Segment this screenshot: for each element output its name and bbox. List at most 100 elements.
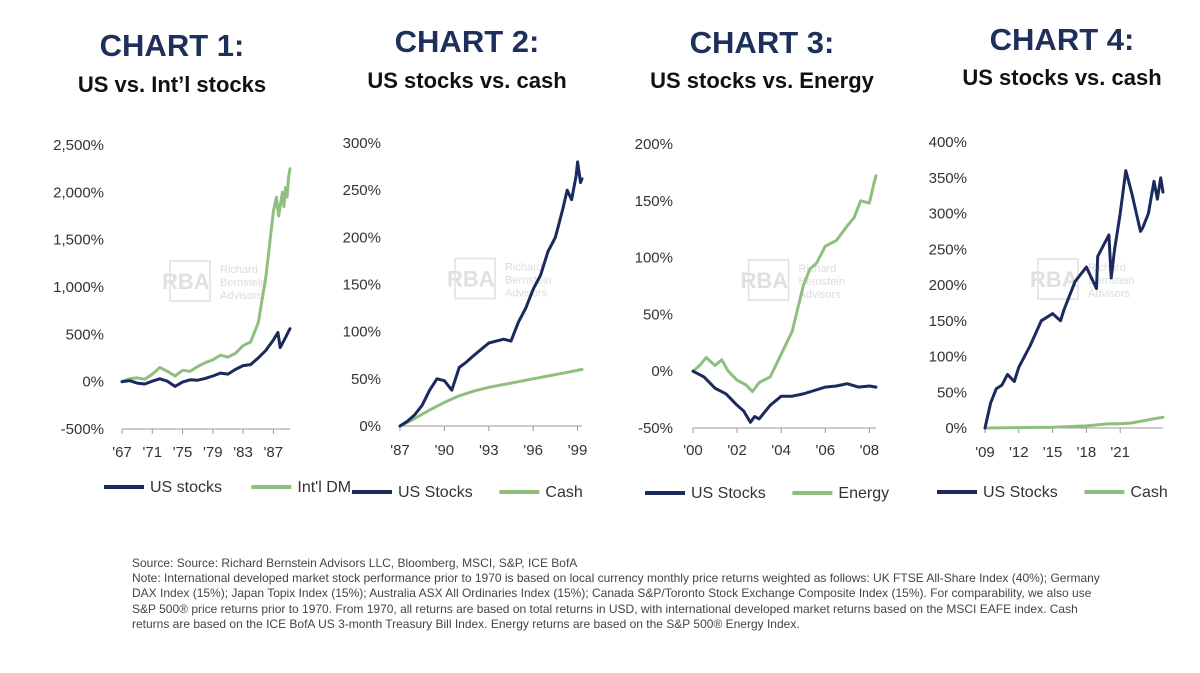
watermark-line: Bernstein xyxy=(1088,275,1134,287)
x-tick-label: '08 xyxy=(860,442,880,459)
x-tick-label: '87 xyxy=(264,444,284,461)
chart-2: CHART 2: US stocks vs. cash RBA RichardBern… xyxy=(343,24,588,501)
watermark-line: Advisors xyxy=(220,290,263,302)
legend-label: Cash xyxy=(545,484,582,501)
x-tick-label: '06 xyxy=(816,442,836,459)
legend-label: US Stocks xyxy=(983,484,1058,501)
source-line: Source: Source: Richard Bernstein Adviso… xyxy=(132,556,578,570)
y-tick-label: 50% xyxy=(937,384,967,401)
chart-heading: CHART 2: xyxy=(395,24,540,59)
chart-title: US stocks vs. cash xyxy=(962,65,1161,90)
watermark-line: Advisors xyxy=(1088,288,1131,300)
series-line-us-stocks xyxy=(983,169,1165,430)
chart-heading: CHART 4: xyxy=(990,22,1135,57)
watermark-line: Bernstein xyxy=(220,277,266,289)
y-tick-label: 1,500% xyxy=(53,232,104,249)
y-tick-label: 150% xyxy=(635,193,673,210)
x-tick-label: '12 xyxy=(1009,444,1029,461)
x-tick-label: '87 xyxy=(390,442,410,459)
legend-label: US Stocks xyxy=(691,485,766,502)
watermark-line: Richard xyxy=(505,262,543,274)
y-tick-label: 200% xyxy=(343,229,381,246)
y-tick-label: 0% xyxy=(82,374,104,391)
y-tick-label: 50% xyxy=(643,306,673,323)
chart-1: CHART 1: US vs. Int’l stocks RBA RichardBer… xyxy=(53,28,351,496)
watermark-mark: RBA xyxy=(1030,267,1078,292)
chart-heading: CHART 1: xyxy=(100,28,245,63)
x-tick-label: '83 xyxy=(233,444,253,461)
x-tick-label: '71 xyxy=(142,444,162,461)
y-tick-label: 1,000% xyxy=(53,279,104,296)
methodology-note: Note: International developed market sto… xyxy=(132,571,1100,631)
series-line-us-stocks xyxy=(691,369,878,424)
y-tick-label: 0% xyxy=(651,363,673,380)
y-tick-label: 250% xyxy=(929,241,967,258)
watermark-mark: RBA xyxy=(447,267,495,292)
x-tick-label: '00 xyxy=(683,442,703,459)
y-tick-label: 100% xyxy=(343,324,381,341)
x-tick-label: '90 xyxy=(435,442,455,459)
chart-legend: US Stocks Cash xyxy=(937,484,1168,501)
y-tick-label: -50% xyxy=(638,420,673,437)
x-tick-label: '15 xyxy=(1043,444,1063,461)
series-line-cash xyxy=(983,415,1165,430)
y-tick-label: 100% xyxy=(635,250,673,267)
source-note: Source: Source: Richard Bernstein Adviso… xyxy=(132,556,1107,632)
chart-legend: US Stocks Cash xyxy=(352,484,583,501)
y-tick-label: 300% xyxy=(343,135,381,152)
watermark-box xyxy=(454,257,496,300)
legend-label: Int'l DM xyxy=(297,479,351,496)
y-tick-label: 200% xyxy=(929,277,967,294)
x-tick-label: '75 xyxy=(173,444,193,461)
chart-heading: CHART 3: xyxy=(690,25,835,60)
series-line-int-l-dm xyxy=(120,167,292,384)
watermark-box xyxy=(169,260,211,302)
y-tick-label: 150% xyxy=(929,313,967,330)
chart-title: US vs. Int’l stocks xyxy=(78,72,266,97)
chart-title: US stocks vs. cash xyxy=(367,68,566,93)
y-tick-label: 0% xyxy=(359,418,381,435)
watermark-line: Richard xyxy=(1088,262,1126,274)
legend-label: US stocks xyxy=(150,479,222,496)
watermark-line: Advisors xyxy=(505,288,548,300)
y-tick-label: 200% xyxy=(635,136,673,153)
x-tick-label: '21 xyxy=(1110,444,1130,461)
watermark-mark: RBA xyxy=(741,268,789,293)
chart-title: US stocks vs. Energy xyxy=(650,68,875,93)
chart-3: CHART 3: US stocks vs. Energy RBA RichardBe… xyxy=(635,25,889,502)
y-tick-label: 350% xyxy=(929,170,967,187)
chart-legend: US stocks Int'l DM xyxy=(104,479,351,496)
x-tick-label: '93 xyxy=(479,442,499,459)
x-tick-label: '18 xyxy=(1077,444,1097,461)
y-tick-label: 500% xyxy=(66,326,104,343)
x-tick-label: '09 xyxy=(975,444,995,461)
y-tick-label: 50% xyxy=(351,371,381,388)
y-tick-label: 150% xyxy=(343,277,381,294)
x-tick-label: '96 xyxy=(523,442,543,459)
y-tick-label: 250% xyxy=(343,182,381,199)
series-line-energy xyxy=(691,174,878,394)
watermark-line: Bernstein xyxy=(799,276,845,288)
legend-label: Cash xyxy=(1130,484,1167,501)
series-line-us-stocks xyxy=(398,160,584,428)
x-tick-label: '67 xyxy=(112,444,132,461)
series-line-us-stocks xyxy=(120,327,292,388)
watermark-line: Advisors xyxy=(799,289,842,301)
chart-4: CHART 4: US stocks vs. cash RBA RichardBern… xyxy=(929,22,1168,501)
y-tick-label: 300% xyxy=(929,206,967,223)
chart-legend: US Stocks Energy xyxy=(645,485,889,502)
watermark-line: Richard xyxy=(799,263,837,275)
watermark-line: Richard xyxy=(220,264,258,276)
y-tick-label: 2,000% xyxy=(53,184,104,201)
x-tick-label: '02 xyxy=(727,442,747,459)
x-tick-label: '79 xyxy=(203,444,223,461)
y-tick-label: 0% xyxy=(945,420,967,437)
y-tick-label: -500% xyxy=(61,421,104,438)
legend-label: US Stocks xyxy=(398,484,473,501)
legend-label: Energy xyxy=(838,485,889,502)
